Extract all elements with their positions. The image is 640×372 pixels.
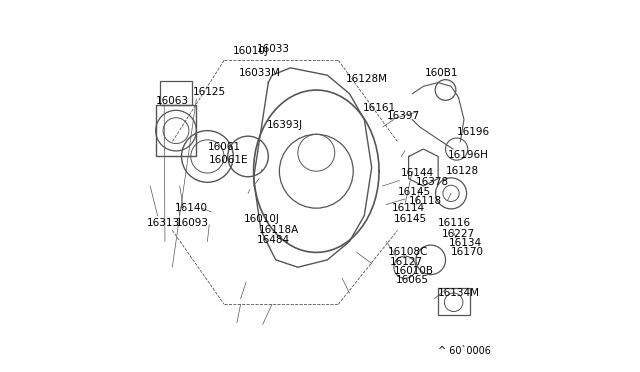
Text: 16118A: 16118A [259, 225, 300, 235]
Text: 16127: 16127 [390, 257, 423, 267]
Text: 16010B: 16010B [394, 266, 434, 276]
Text: 16093: 16093 [176, 218, 209, 228]
Text: 16145: 16145 [397, 186, 431, 196]
Text: 16033: 16033 [257, 44, 290, 54]
Text: 16010J: 16010J [233, 46, 269, 56]
Text: 16061: 16061 [207, 142, 241, 152]
Text: 16063: 16063 [156, 96, 189, 106]
Text: 16196: 16196 [456, 128, 490, 138]
Text: 16033M: 16033M [239, 68, 281, 78]
Text: 16144: 16144 [401, 168, 435, 178]
Text: 16140: 16140 [175, 203, 208, 213]
Text: 16010J: 16010J [244, 214, 280, 224]
Text: 16170: 16170 [451, 247, 484, 257]
Text: 16061E: 16061E [209, 155, 249, 165]
Text: 16116: 16116 [438, 218, 471, 228]
Text: 16128M: 16128M [346, 74, 388, 84]
Text: 16134M: 16134M [438, 288, 480, 298]
Text: ^ 60`0006: ^ 60`0006 [438, 346, 491, 356]
Text: 16397: 16397 [387, 111, 420, 121]
Text: 16227: 16227 [442, 229, 475, 239]
Text: 16313: 16313 [147, 218, 180, 228]
Text: 16125: 16125 [193, 87, 226, 97]
Text: 16484: 16484 [257, 234, 291, 244]
Text: 16145: 16145 [394, 214, 427, 224]
Text: 16065: 16065 [396, 275, 429, 285]
Text: 16114: 16114 [392, 203, 425, 213]
Text: 16161: 16161 [362, 103, 396, 113]
Text: 160B1: 160B1 [425, 68, 459, 78]
Text: 16128: 16128 [445, 166, 479, 176]
Text: 16134: 16134 [449, 238, 483, 248]
Text: 16196H: 16196H [447, 150, 488, 160]
Text: 16393J: 16393J [266, 120, 303, 130]
Text: 16108C: 16108C [388, 247, 429, 257]
Text: 16118: 16118 [408, 196, 442, 206]
Text: 16378: 16378 [416, 177, 449, 187]
